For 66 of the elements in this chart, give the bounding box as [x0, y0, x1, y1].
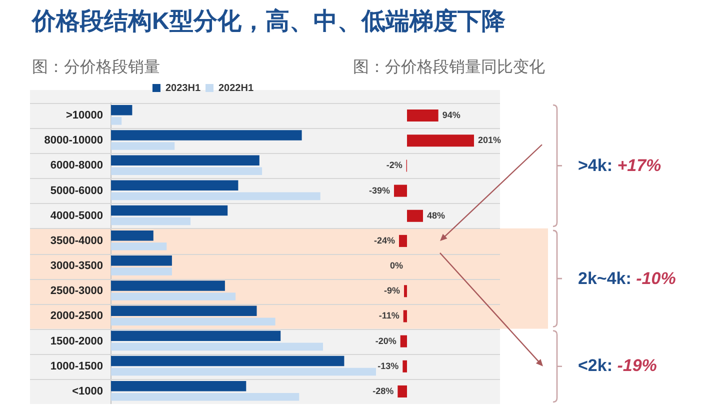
chart-subtitle: 图：分价格段销量: [32, 58, 160, 78]
bar: [398, 385, 407, 398]
chart-title: 价格段结构K型分化，高、中、低端梯度下降: [32, 8, 506, 36]
y-tick-label: >10000: [66, 110, 103, 122]
bar: [111, 167, 262, 175]
bar: [403, 310, 407, 322]
y-tick-label: 3500-4000: [50, 234, 103, 247]
data-label: -13%: [378, 360, 399, 371]
y-tick-label: 1500-2000: [50, 335, 103, 348]
bar: [407, 210, 423, 222]
bar: [111, 292, 236, 300]
bar: [111, 318, 276, 326]
bar: [111, 155, 260, 166]
text: 2k~4k: -10%: [578, 268, 676, 288]
bar: [402, 360, 407, 372]
data-label: -28%: [372, 386, 394, 396]
bar: [111, 280, 225, 291]
legend-label: 2022H1: [218, 82, 254, 94]
bar: [111, 230, 154, 241]
bar: [111, 105, 132, 116]
bar: [111, 205, 228, 216]
bar: [111, 368, 376, 376]
bar: [111, 392, 300, 401]
bar: [111, 380, 246, 392]
bar: [111, 342, 323, 351]
bar: [399, 234, 407, 247]
y-tick-label: 6000-8000: [50, 160, 103, 172]
y-tick-label: 4000-5000: [50, 210, 103, 222]
bar: [111, 256, 172, 266]
y-tick-label: <1000: [72, 385, 103, 398]
data-label: 48%: [427, 210, 446, 220]
data-label: -24%: [374, 235, 395, 246]
bar: [111, 217, 190, 226]
bar: [111, 180, 238, 191]
data-label: -11%: [378, 310, 400, 321]
y-tick-label: 2000-2500: [50, 310, 103, 322]
y-tick-label: 5000-6000: [50, 184, 103, 197]
data-label: 94%: [442, 110, 460, 120]
data-label: -20%: [375, 336, 396, 346]
bar: [407, 110, 438, 122]
bar: [404, 285, 407, 298]
data-label: -9%: [384, 286, 400, 296]
bar: [111, 117, 122, 125]
bar: [400, 335, 407, 348]
y-tick-label: 8000-10000: [44, 134, 103, 147]
text: >4k: +17%: [578, 156, 662, 175]
data-label: -2%: [386, 160, 402, 170]
chart-title: 图：分价格段销量同比变化: [353, 58, 545, 78]
bar: [111, 130, 302, 140]
bar: [111, 330, 281, 342]
bar: [111, 242, 167, 250]
bar: [111, 192, 320, 200]
data-label: 201%: [478, 135, 502, 146]
y-tick-label: 1000-1500: [50, 360, 103, 372]
bar: [111, 356, 344, 366]
bar: [407, 134, 474, 147]
bar: [394, 184, 407, 197]
text: <2k: -19%: [578, 356, 657, 376]
bar: [111, 142, 175, 150]
bar: [111, 306, 257, 316]
y-tick-label: 2500-3000: [50, 285, 103, 298]
legend-label: 2023H1: [165, 82, 201, 94]
data-label: 0%: [390, 260, 403, 271]
y-tick-label: 3000-3500: [50, 260, 103, 272]
data-label: -39%: [368, 185, 390, 196]
bar: [111, 268, 172, 276]
